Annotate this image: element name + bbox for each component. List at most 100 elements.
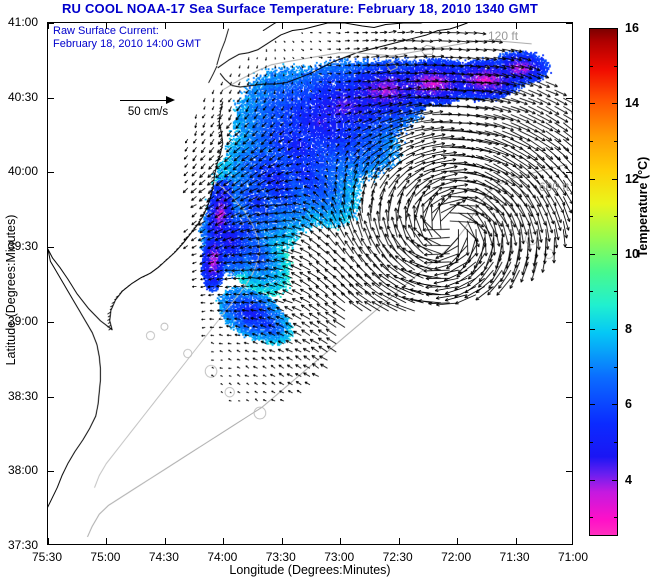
colorbar-gradient: [589, 28, 618, 536]
y-tick-right: [566, 172, 572, 174]
y-tick: [48, 396, 54, 398]
y-tick: [48, 97, 54, 99]
colorbar-tick: [589, 178, 595, 180]
map-plot-area[interactable]: Raw Surface Current: February 18, 2010 1…: [47, 22, 573, 545]
x-tick-label: 73:30: [265, 550, 296, 564]
x-axis-title: Longitude (Degrees:Minutes): [229, 563, 391, 577]
y-tick-label: 40:30: [7, 89, 38, 104]
x-tick: [164, 538, 166, 544]
colorbar-minor-tick-right: [614, 291, 618, 293]
x-tick-label: 75:30: [31, 550, 63, 564]
colorbar-tick-label: 12: [625, 171, 639, 186]
y-tick-right: [566, 396, 572, 398]
x-tick-label: 75:00: [90, 550, 121, 564]
colorbar-tick-label: 16: [625, 21, 639, 35]
colorbar-minor-tick-right: [614, 65, 618, 67]
y-axis-title: Latitude (Degrees:Minutes): [4, 214, 18, 366]
scale-arrow-icon: [120, 95, 176, 106]
colorbar-tick-label: 6: [625, 397, 632, 412]
colorbar-tick: [589, 28, 595, 29]
y-tick-right: [566, 23, 572, 24]
x-tick-top: [340, 23, 342, 29]
y-tick-right: [566, 471, 572, 473]
colorbar-tick-right: [612, 253, 618, 255]
y-tick-label: 40:00: [7, 164, 38, 179]
velocity-scale: 50 cm/s: [103, 95, 193, 118]
colorbar-title: Temperature (°C): [636, 156, 650, 258]
y-tick: [48, 471, 54, 473]
y-tick-label: 38:30: [7, 388, 38, 403]
x-tick: [281, 538, 283, 544]
x-tick-label: 71:00: [557, 550, 589, 564]
colorbar-minor-tick: [589, 441, 593, 443]
x-tick-top: [223, 23, 225, 29]
y-tick: [48, 23, 54, 24]
x-tick-top: [164, 23, 166, 29]
x-tick-top: [515, 23, 517, 29]
colorbar-minor-tick: [589, 65, 593, 67]
y-tick-right: [566, 247, 572, 249]
colorbar-minor-tick-right: [614, 441, 618, 443]
colorbar-minor-tick: [589, 216, 593, 218]
x-tick-label: 74:00: [207, 550, 238, 564]
depth-contour-label-120ft: 120 ft: [488, 29, 519, 43]
x-tick-top: [281, 23, 283, 29]
scale-arrow-label: 50 cm/s: [127, 106, 169, 118]
colorbar-tick-label: 14: [625, 96, 639, 111]
colorbar-minor-tick-right: [614, 517, 618, 519]
x-tick: [515, 538, 517, 544]
y-tick-label: 39:00: [7, 313, 38, 328]
depth-contour-label-600ft: 600 ft: [539, 180, 570, 194]
y-tick-label: 41:00: [7, 15, 38, 29]
x-tick: [457, 538, 459, 544]
y-tick-right: [566, 321, 572, 323]
colorbar-minor-tick: [589, 140, 593, 142]
x-tick-top: [398, 23, 400, 29]
figure-title: RU COOL NOAA-17 Sea Surface Temperature:…: [61, 1, 539, 16]
colorbar-minor-tick-right: [614, 366, 618, 368]
y-tick: [48, 172, 54, 174]
colorbar-tick-label: 8: [625, 322, 632, 337]
colorbar-tick: [589, 404, 595, 406]
colorbar-tick-right: [612, 479, 618, 481]
colorbar-tick-right: [612, 103, 618, 105]
y-tick-label: 39:30: [7, 239, 38, 254]
colorbar-tick-label: 10: [625, 246, 639, 261]
y-tick-right: [566, 97, 572, 99]
colorbar-tick: [589, 329, 595, 331]
colorbar-minor-tick: [589, 291, 593, 293]
colorbar-minor-tick: [589, 517, 593, 519]
colorbar-minor-tick-right: [614, 140, 618, 142]
colorbar-tick-right: [612, 404, 618, 406]
x-tick-label: 74:30: [148, 550, 179, 564]
sst-map-canvas: [48, 23, 572, 544]
y-tick: [48, 321, 54, 323]
x-tick-top: [457, 23, 459, 29]
x-tick-top: [48, 23, 49, 29]
colorbar-tick-right: [612, 329, 618, 331]
annotation-line-1: Raw Surface Current:: [53, 25, 159, 37]
x-tick-top: [106, 23, 108, 29]
x-tick: [223, 538, 225, 544]
y-tick-label: 38:00: [7, 463, 38, 478]
current-annotation: Raw Surface Current: February 18, 2010 1…: [53, 25, 201, 50]
colorbar-tick-right: [612, 178, 618, 180]
colorbar-tick: [589, 103, 595, 105]
colorbar-tick: [589, 479, 595, 481]
colorbar[interactable]: [589, 28, 618, 536]
x-tick: [340, 538, 342, 544]
x-tick: [48, 538, 49, 544]
x-tick-label: 71:30: [499, 550, 530, 564]
colorbar-tick-label: 4: [625, 472, 632, 487]
x-tick-label: 72:30: [382, 550, 413, 564]
colorbar-tick-right: [612, 28, 618, 29]
y-tick: [48, 247, 54, 249]
annotation-line-2: February 18, 2010 14:00 GMT: [53, 37, 201, 50]
colorbar-minor-tick: [589, 366, 593, 368]
colorbar-tick: [589, 253, 595, 255]
x-tick-label: 72:00: [441, 550, 472, 564]
colorbar-minor-tick-right: [614, 216, 618, 218]
x-tick: [106, 538, 108, 544]
y-tick-label: 37:30: [7, 538, 38, 552]
